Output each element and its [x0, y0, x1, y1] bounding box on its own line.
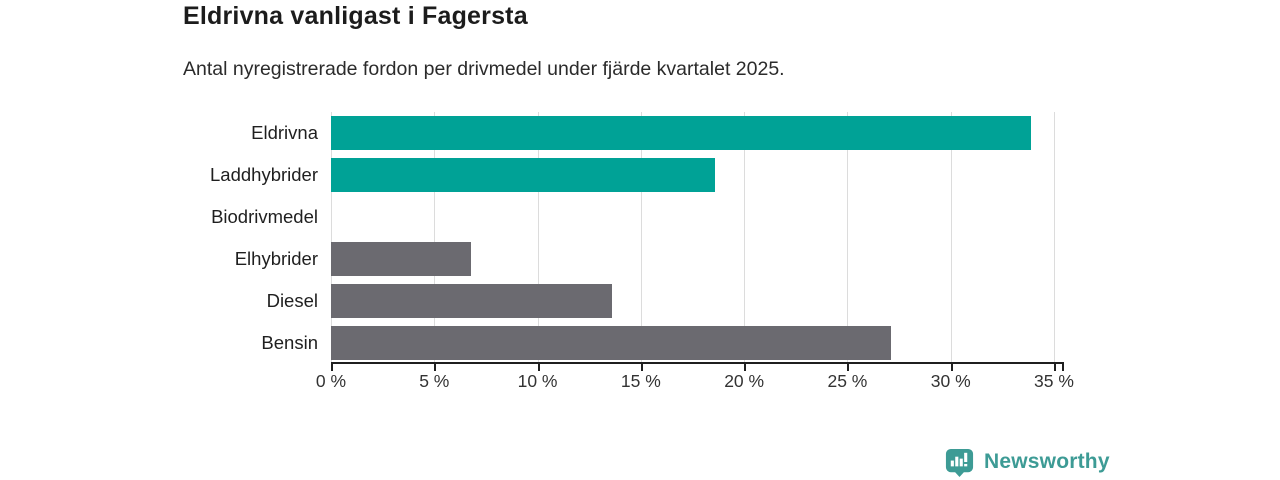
tick-label-20: 20 %	[724, 371, 765, 391]
newsworthy-badge-icon	[945, 448, 974, 477]
gridline-35	[1054, 112, 1055, 364]
axis-tick-35	[1054, 364, 1056, 371]
chart-subtitle: Antal nyregistrerade fordon per drivmede…	[183, 58, 785, 80]
category-label-biodrivmedel: Biodrivmedel	[211, 206, 318, 227]
tick-label-15: 15 %	[620, 371, 661, 391]
bar-chart-glyph	[950, 452, 968, 466]
x-axis	[331, 362, 1064, 373]
tick-label-0: 0 %	[315, 371, 347, 391]
tick-label-10: 10 %	[517, 371, 558, 391]
bar-laddhybrider	[331, 158, 716, 192]
axis-tick-20	[744, 364, 747, 371]
tick-label-35: 35 %	[1034, 371, 1074, 391]
axis-tick-15	[640, 364, 643, 371]
plot-area	[331, 112, 1055, 364]
gridline-10	[537, 112, 539, 364]
category-label-laddhybrider: Laddhybrider	[210, 164, 318, 185]
category-label-diesel: Diesel	[266, 290, 318, 311]
x-axis-tick-labels: 0 % 5 % 10 % 15 % 20 % 25 % 30 % 35 %	[316, 371, 1074, 395]
gridline-20	[744, 112, 746, 364]
gridline-5	[434, 112, 436, 364]
tick-label-25: 25 %	[827, 371, 868, 391]
axis-tick-5	[434, 364, 437, 371]
category-label-elhybrider: Elhybrider	[234, 248, 318, 269]
axis-tick-30	[950, 364, 953, 371]
bar-bensin	[331, 326, 891, 360]
gridline-30	[950, 112, 952, 364]
tick-label-5: 5 %	[419, 371, 450, 391]
newsworthy-logo[interactable]: Newsworthy	[944, 446, 1110, 478]
bar-elhybrider	[331, 242, 472, 276]
brand-name: Newsworthy	[984, 450, 1110, 473]
chart-title: Eldrivna vanligast i Fagersta	[183, 2, 528, 30]
category-label-eldrivna: Eldrivna	[251, 122, 318, 143]
gridline-15	[640, 112, 642, 364]
bar-diesel	[331, 284, 612, 318]
axis-end-cap	[1062, 364, 1064, 371]
tick-label-30: 30 %	[930, 371, 971, 391]
gridline-25	[847, 112, 849, 364]
bar-eldrivna	[331, 116, 1032, 150]
axis-tick-0	[331, 364, 333, 371]
axis-tick-10	[537, 364, 540, 371]
axis-tick-25	[847, 364, 850, 371]
category-label-column: Eldrivna Laddhybrider Biodrivmedel Elhybrid…	[0, 112, 318, 364]
gridline-0	[331, 112, 332, 364]
category-label-bensin: Bensin	[261, 332, 318, 353]
